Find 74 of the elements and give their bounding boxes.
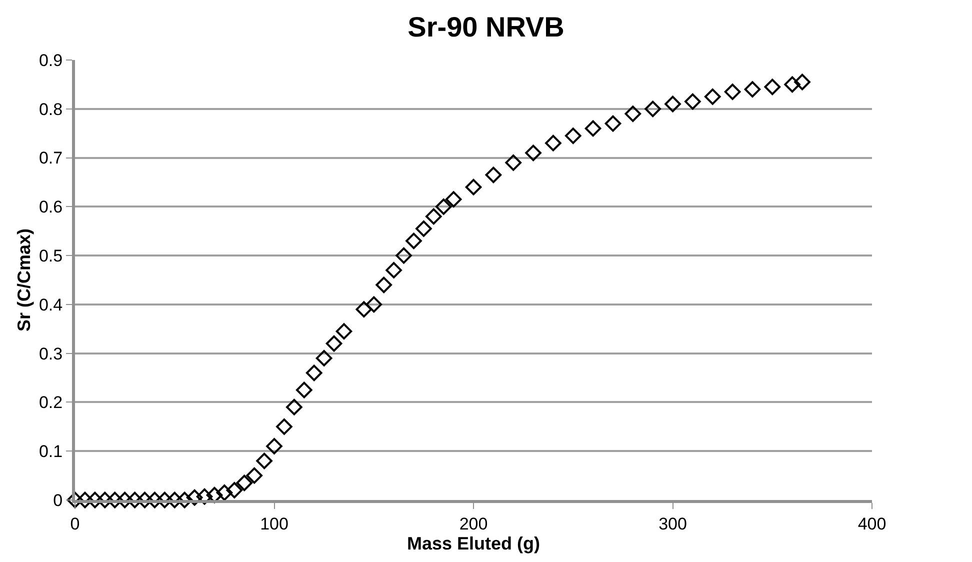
point [76,492,94,508]
y-tick-label: 0.4 [38,295,63,314]
point [784,76,800,93]
point [564,128,582,144]
point [286,398,302,416]
point [326,335,342,352]
point [246,467,262,484]
point [226,482,243,498]
point [146,492,163,508]
point [96,492,114,508]
y-tick-label: 0.2 [38,393,63,412]
point [704,88,721,105]
point [724,84,741,100]
point [435,198,452,215]
point [126,492,143,508]
point [664,96,681,112]
point [584,120,602,137]
point [196,488,213,505]
point [276,418,292,435]
y-tick-label: 0 [53,490,63,510]
point [406,232,422,250]
point [86,492,104,508]
point [236,474,253,492]
point [445,191,462,208]
y-tick-label: 0.9 [38,50,63,70]
x-tick-label: 200 [459,514,488,534]
point [266,438,282,454]
point [604,115,622,132]
point [485,166,502,184]
chart-title: Sr-90 NRVB [408,11,564,42]
point [545,134,562,152]
point [186,489,203,506]
point [465,178,482,196]
point [744,81,761,98]
y-axis-title: Sr (C/Cmax) [14,228,34,332]
point [525,144,542,162]
point [256,452,272,470]
point [684,93,701,110]
point [306,364,322,382]
point [505,154,522,171]
point [136,492,153,508]
point [66,492,84,508]
y-tick-label: 0.8 [38,100,63,119]
x-tick-label: 0 [70,514,80,534]
point [216,484,233,501]
point [386,262,402,278]
point [116,492,133,508]
point [206,486,223,504]
point [426,208,442,225]
point [356,301,372,318]
x-tick-label: 400 [858,514,886,534]
y-tick-label: 0.7 [38,148,63,168]
y-tick-label: 0.3 [38,344,63,364]
point [176,492,193,508]
y-tick-label: 0.5 [38,246,63,266]
point [366,296,382,313]
x-axis-title: Mass Eluted (g) [406,533,540,554]
point [296,382,312,398]
y-tick-label: 0.1 [38,442,63,462]
x-tick-label: 100 [260,514,288,534]
x-tick-label: 300 [658,514,687,534]
point [396,247,412,264]
point [644,100,661,118]
point [166,492,183,508]
point [376,276,392,294]
point [794,74,810,90]
point [156,492,173,508]
point [416,220,432,237]
point [764,78,781,96]
point [624,106,642,122]
point [106,492,123,508]
y-tick-label: 0.6 [38,198,63,217]
point [336,323,352,340]
point [316,350,332,366]
